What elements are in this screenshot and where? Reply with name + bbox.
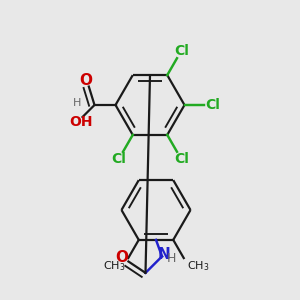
Text: Cl: Cl xyxy=(174,44,189,58)
Text: H: H xyxy=(166,252,176,265)
Text: Cl: Cl xyxy=(205,98,220,112)
Text: Cl: Cl xyxy=(111,152,126,166)
Text: CH$_3$: CH$_3$ xyxy=(187,260,209,273)
Text: H: H xyxy=(73,98,81,109)
Text: CH$_3$: CH$_3$ xyxy=(103,260,125,273)
Text: O: O xyxy=(116,250,129,265)
Text: Cl: Cl xyxy=(174,152,189,166)
Text: OH: OH xyxy=(69,116,93,129)
Text: N: N xyxy=(158,248,171,262)
Text: O: O xyxy=(80,73,93,88)
